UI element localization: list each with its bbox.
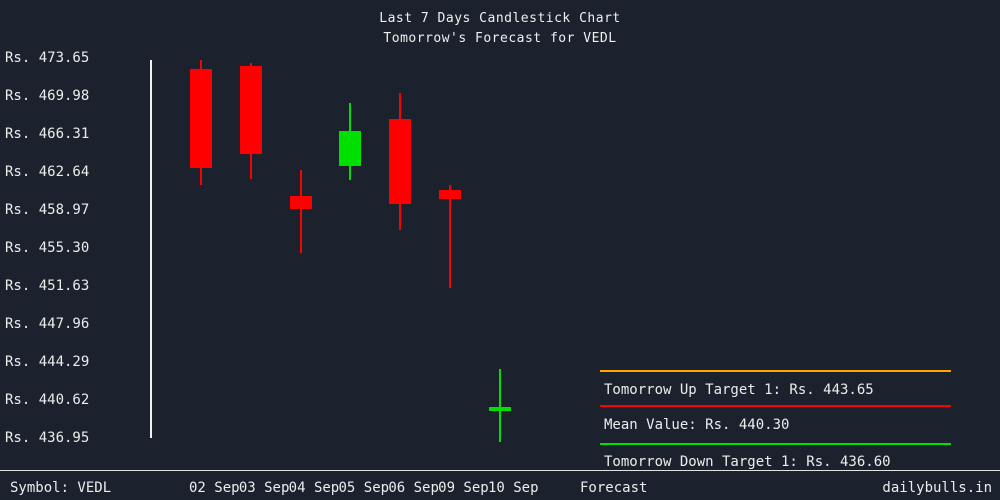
- y-axis-tick-label: Rs. 451.63: [5, 278, 90, 294]
- candle-body: [389, 119, 412, 204]
- candle-wick: [498, 368, 501, 442]
- x-axis-label: 03 Sep: [238, 480, 290, 496]
- y-axis-tick-label: Rs. 444.29: [5, 354, 90, 370]
- candle-body: [488, 406, 511, 412]
- forecast-down-target-row: Tomorrow Down Target 1: Rs. 436.60: [600, 443, 951, 470]
- candle-wick: [449, 184, 452, 288]
- x-axis-label: 06 Sep: [388, 480, 439, 496]
- symbol-label: Symbol: VEDL: [10, 480, 112, 496]
- chart-title: Last 7 Days Candlestick Chart: [379, 11, 621, 26]
- y-axis-line: [150, 60, 152, 438]
- y-axis-tick-label: Rs. 462.64: [5, 164, 90, 180]
- candle-body: [289, 196, 312, 210]
- x-axis-label-forecast: Forecast: [580, 480, 648, 496]
- y-axis-tick-label: Rs. 440.62: [5, 392, 90, 408]
- x-axis-label: 10 Sep: [487, 480, 539, 496]
- x-axis-label: 02 Sep: [189, 480, 240, 496]
- y-axis-tick-label: Rs. 455.30: [5, 240, 90, 256]
- candle-body: [190, 68, 212, 168]
- brand-label: dailybulls.in: [882, 480, 992, 496]
- candle-body: [339, 130, 362, 166]
- x-axis-label: 04 Sep: [288, 480, 340, 496]
- candle-body: [239, 65, 262, 155]
- candle-wick: [299, 169, 302, 254]
- forecast-mean-value-row: Mean Value: Rs. 440.30: [600, 405, 951, 433]
- candle-body: [439, 190, 462, 199]
- forecast-up-target-row: Tomorrow Up Target 1: Rs. 443.65: [600, 370, 951, 398]
- y-axis-tick-label: Rs. 466.31: [5, 126, 90, 142]
- y-axis-tick-label: Rs. 436.95: [5, 430, 90, 446]
- footer-divider: [0, 470, 1000, 471]
- y-axis-tick-label: Rs. 473.65: [5, 50, 90, 66]
- chart-subtitle: Tomorrow's Forecast for VEDL: [383, 31, 617, 46]
- y-axis-tick-label: Rs. 469.98: [5, 88, 90, 104]
- x-axis-label: 05 Sep: [338, 480, 390, 496]
- y-axis-tick-label: Rs. 447.96: [5, 316, 90, 332]
- y-axis-tick-label: Rs. 458.97: [5, 202, 90, 218]
- x-axis-label: 09 Sep: [438, 480, 489, 496]
